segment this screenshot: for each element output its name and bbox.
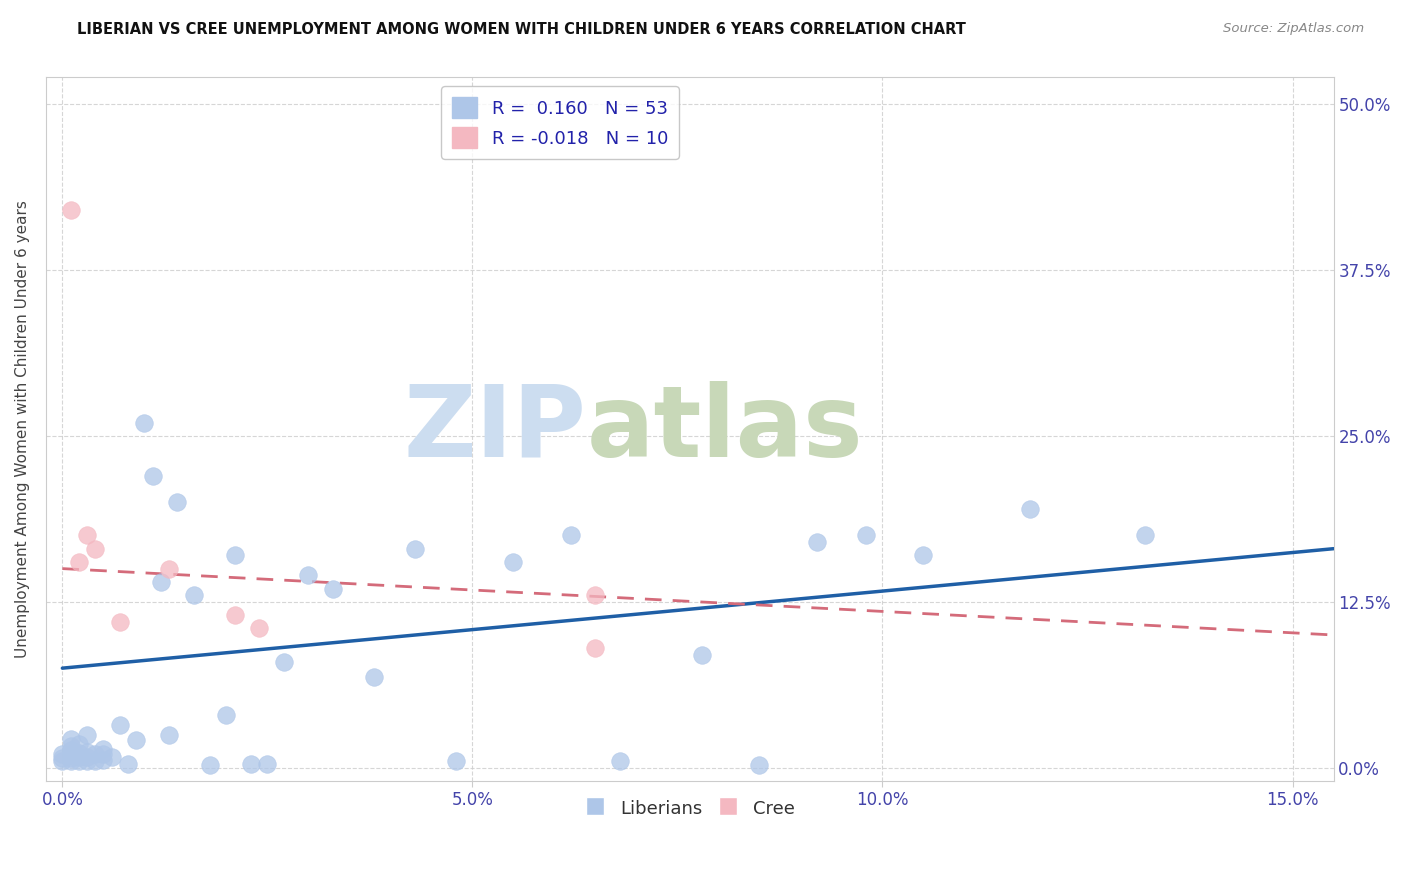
Point xyxy=(224,608,246,623)
Point xyxy=(67,737,90,751)
Text: atlas: atlas xyxy=(586,381,863,478)
Point xyxy=(59,731,82,746)
Point xyxy=(108,615,131,629)
Point xyxy=(855,528,877,542)
Y-axis label: Unemployment Among Women with Children Under 6 years: Unemployment Among Women with Children U… xyxy=(15,201,30,658)
Point xyxy=(59,747,82,762)
Point xyxy=(76,727,98,741)
Point xyxy=(404,541,426,556)
Point xyxy=(157,561,180,575)
Point xyxy=(363,670,385,684)
Point xyxy=(117,756,139,771)
Point xyxy=(84,754,107,768)
Point xyxy=(125,732,148,747)
Point xyxy=(76,745,98,759)
Point xyxy=(67,555,90,569)
Point xyxy=(76,528,98,542)
Point xyxy=(297,568,319,582)
Point xyxy=(59,751,82,765)
Point xyxy=(748,758,770,772)
Point xyxy=(84,541,107,556)
Point xyxy=(108,718,131,732)
Point xyxy=(690,648,713,662)
Point xyxy=(198,758,221,772)
Point xyxy=(76,750,98,764)
Point xyxy=(583,641,606,656)
Point xyxy=(67,754,90,768)
Point xyxy=(247,621,270,635)
Point xyxy=(93,747,115,762)
Text: LIBERIAN VS CREE UNEMPLOYMENT AMONG WOMEN WITH CHILDREN UNDER 6 YEARS CORRELATIO: LIBERIAN VS CREE UNEMPLOYMENT AMONG WOME… xyxy=(77,22,966,37)
Point xyxy=(273,655,295,669)
Point xyxy=(134,416,156,430)
Point xyxy=(240,756,263,771)
Point xyxy=(166,495,188,509)
Point xyxy=(1019,501,1042,516)
Text: Source: ZipAtlas.com: Source: ZipAtlas.com xyxy=(1223,22,1364,36)
Point xyxy=(215,707,238,722)
Point xyxy=(583,588,606,602)
Text: ZIP: ZIP xyxy=(404,381,586,478)
Point xyxy=(51,751,73,765)
Point xyxy=(51,754,73,768)
Point xyxy=(93,753,115,767)
Point xyxy=(142,468,165,483)
Point xyxy=(67,750,90,764)
Point xyxy=(67,746,90,760)
Point xyxy=(157,727,180,741)
Point xyxy=(256,756,278,771)
Point xyxy=(444,754,467,768)
Point xyxy=(912,549,935,563)
Legend: Liberians, Cree: Liberians, Cree xyxy=(576,791,803,825)
Point xyxy=(1133,528,1156,542)
Point xyxy=(100,750,122,764)
Point xyxy=(322,582,344,596)
Point xyxy=(93,742,115,756)
Point xyxy=(183,588,205,602)
Point xyxy=(84,747,107,762)
Point xyxy=(59,754,82,768)
Point xyxy=(76,754,98,768)
Point xyxy=(59,743,82,757)
Point xyxy=(149,574,172,589)
Point xyxy=(59,739,82,754)
Point xyxy=(51,747,73,762)
Point xyxy=(59,203,82,218)
Point xyxy=(560,528,582,542)
Point xyxy=(806,535,828,549)
Point xyxy=(502,555,524,569)
Point xyxy=(609,754,631,768)
Point xyxy=(224,549,246,563)
